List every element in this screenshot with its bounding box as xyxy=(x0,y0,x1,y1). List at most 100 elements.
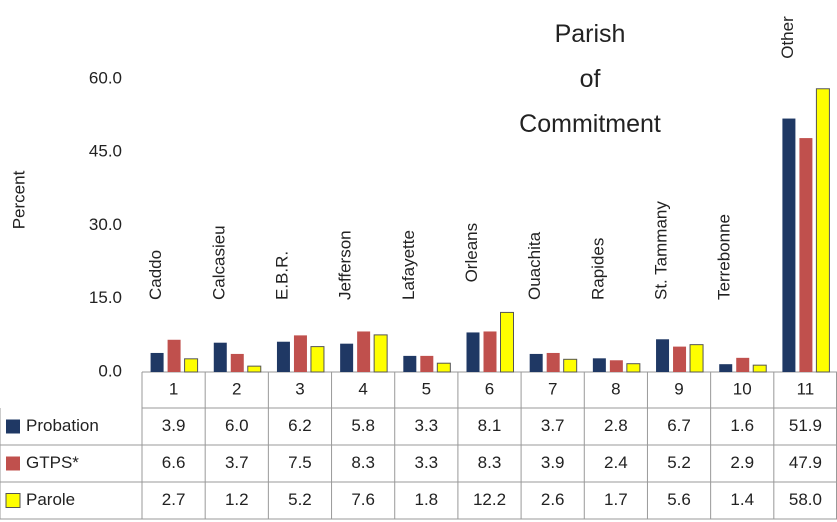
bar xyxy=(719,364,733,372)
table-value: 5.8 xyxy=(351,416,375,435)
bar xyxy=(247,365,262,373)
bar xyxy=(167,339,181,372)
bar xyxy=(357,331,371,372)
chart-title: Parish of Commitment xyxy=(519,20,661,138)
table-value: 1.8 xyxy=(414,490,438,509)
parish-label: E.B.R. xyxy=(272,251,291,300)
bar xyxy=(563,358,578,373)
bar xyxy=(420,355,434,372)
bar xyxy=(592,358,606,372)
y-tick-label: 45.0 xyxy=(89,142,122,161)
bar xyxy=(230,353,244,372)
parish-label: Other xyxy=(778,16,797,59)
bar xyxy=(293,335,307,372)
bar xyxy=(752,364,767,373)
bar xyxy=(213,342,227,372)
bar xyxy=(689,344,704,373)
bar xyxy=(373,334,388,373)
table-value: 8.1 xyxy=(478,416,502,435)
legend-key xyxy=(5,493,21,508)
table-value: 2.7 xyxy=(162,490,186,509)
bar xyxy=(150,352,164,372)
x-tick-label: 6 xyxy=(485,379,494,398)
bar xyxy=(626,363,641,373)
x-tick-label: 5 xyxy=(422,379,431,398)
bar xyxy=(546,352,560,372)
parish-label: Orleans xyxy=(462,223,481,283)
table-value: 6.7 xyxy=(667,416,691,435)
table-value: 6.0 xyxy=(225,416,249,435)
parish-label: Lafayette xyxy=(399,230,418,300)
bar xyxy=(656,339,670,372)
parish-label: St. Tammany xyxy=(652,201,671,300)
title-line: Commitment xyxy=(519,110,661,138)
table-value: 3.7 xyxy=(225,453,249,472)
bar xyxy=(403,355,417,372)
bar xyxy=(609,360,623,372)
table-value: 1.7 xyxy=(604,490,628,509)
parish-label: Caddo xyxy=(146,250,165,300)
bar xyxy=(736,357,750,372)
table-value: 58.0 xyxy=(789,490,822,509)
table-value: 3.3 xyxy=(414,453,438,472)
table-value: 3.3 xyxy=(414,416,438,435)
bar xyxy=(483,331,497,372)
x-tick-label: 7 xyxy=(548,379,557,398)
y-tick-label: 0.0 xyxy=(98,361,122,380)
bar xyxy=(310,346,325,373)
table-value: 1.6 xyxy=(730,416,754,435)
bar xyxy=(673,346,687,372)
bar xyxy=(436,362,451,373)
table-value: 6.2 xyxy=(288,416,312,435)
table-value: 12.2 xyxy=(473,490,506,509)
legend-label: Probation xyxy=(26,416,99,435)
bar xyxy=(799,138,813,372)
table-value: 2.4 xyxy=(604,453,628,472)
x-tick-label: 9 xyxy=(674,379,683,398)
bar xyxy=(782,118,796,373)
title-line: of xyxy=(580,65,601,93)
table-value: 1.2 xyxy=(225,490,249,509)
legend-key xyxy=(6,419,20,434)
table-value: 6.6 xyxy=(162,453,186,472)
table-value: 2.6 xyxy=(541,490,565,509)
table-value: 7.5 xyxy=(288,453,312,472)
table-value: 8.3 xyxy=(478,453,502,472)
x-tick-label: 8 xyxy=(611,379,620,398)
table-value: 2.9 xyxy=(730,453,754,472)
parish-label: Rapides xyxy=(588,238,607,300)
table-value: 47.9 xyxy=(789,453,822,472)
bar xyxy=(466,332,480,372)
bar xyxy=(184,358,199,373)
bar xyxy=(529,353,543,372)
table-value: 1.4 xyxy=(730,490,754,509)
title-line: Parish xyxy=(555,20,626,48)
table-value: 3.9 xyxy=(162,416,186,435)
x-tick-label: 11 xyxy=(797,379,815,398)
table-value: 3.9 xyxy=(541,453,565,472)
table-value: 5.2 xyxy=(667,453,691,472)
parish-label: Terrebonne xyxy=(715,214,734,300)
table-value: 7.6 xyxy=(351,490,375,509)
y-axis-label: Percent xyxy=(9,170,28,229)
table-value: 51.9 xyxy=(789,416,822,435)
table-value: 5.2 xyxy=(288,490,312,509)
legend-label: GTPS* xyxy=(26,453,79,472)
y-tick-label: 60.0 xyxy=(89,68,122,87)
table-value: 2.8 xyxy=(604,416,628,435)
bar xyxy=(340,343,354,372)
x-tick-label: 4 xyxy=(358,379,367,398)
y-tick-label: 30.0 xyxy=(89,215,122,234)
parish-label: Ouachita xyxy=(525,231,544,300)
parish-label: Jefferson xyxy=(336,230,355,300)
x-tick-label: 1 xyxy=(169,379,178,398)
parish-label: Calcasieu xyxy=(209,225,228,300)
legend-key xyxy=(6,456,20,471)
bar xyxy=(276,341,290,372)
x-tick-label: 2 xyxy=(232,379,241,398)
bar xyxy=(500,311,514,373)
table-value: 5.6 xyxy=(667,490,691,509)
x-tick-label: 10 xyxy=(733,379,752,398)
bar xyxy=(815,88,830,373)
